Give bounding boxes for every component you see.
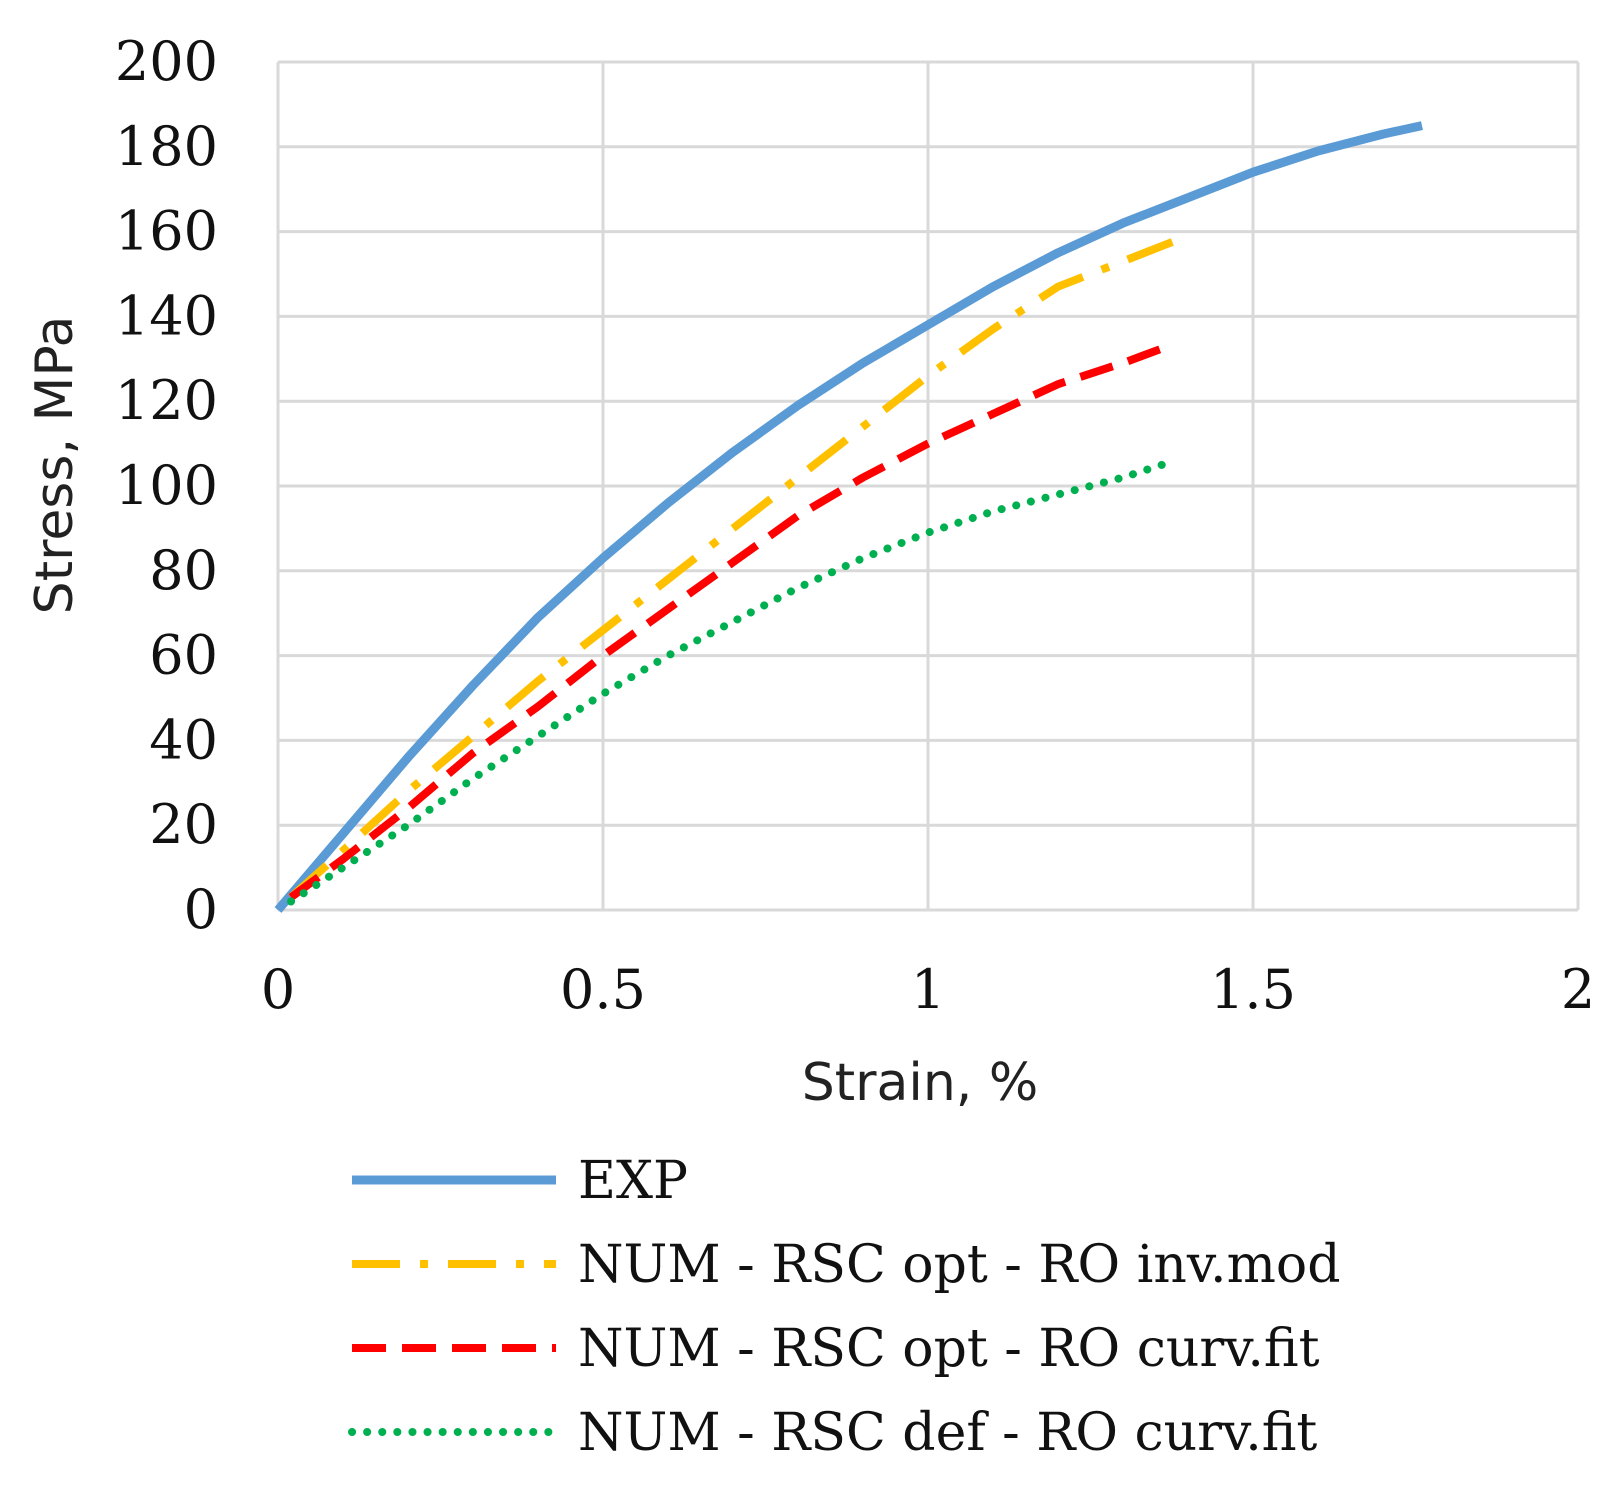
y-tick-label: 100 — [115, 454, 218, 517]
legend-label-2: NUM - RSC opt - RO curv.fit — [578, 1319, 1320, 1379]
x-tick-label: 1.5 — [1210, 958, 1296, 1021]
y-axis-ticks: 0 20 40 60 80 100 120 140 160 180 200 — [115, 30, 218, 941]
y-tick-label: 120 — [115, 369, 218, 432]
x-axis-ticks: 0 0.5 1 1.5 2 — [261, 958, 1595, 1021]
series-line-3 — [287, 460, 1166, 906]
y-tick-label: 140 — [115, 284, 218, 347]
y-tick-label: 60 — [149, 624, 218, 687]
series-line-0 — [274, 121, 1423, 913]
x-tick-label: 1 — [911, 958, 945, 1021]
x-tick-label: 2 — [1561, 958, 1595, 1021]
y-tick-label: 0 — [184, 878, 218, 941]
legend-label-0: EXP — [578, 1151, 688, 1211]
x-axis-label: Strain, % — [802, 1053, 1039, 1113]
legend-label-1: NUM - RSC opt - RO inv.mod — [578, 1235, 1340, 1295]
grid — [276, 60, 1580, 912]
series-lines — [274, 121, 1423, 913]
series-line-2 — [288, 342, 1170, 901]
legend-label-3: NUM - RSC def - RO curv.fit — [578, 1403, 1317, 1463]
x-tick-label: 0 — [261, 958, 295, 1021]
legend: EXP NUM - RSC opt - RO inv.mod NUM - RSC o… — [348, 1151, 1340, 1463]
y-axis-label: Stress, MPa — [25, 316, 85, 615]
x-tick-label: 0.5 — [560, 958, 646, 1021]
y-tick-label: 200 — [115, 30, 218, 93]
y-tick-label: 160 — [115, 200, 218, 263]
y-tick-label: 40 — [149, 708, 218, 771]
y-tick-label: 20 — [149, 793, 218, 856]
y-tick-label: 80 — [149, 539, 218, 602]
y-tick-label: 180 — [115, 115, 218, 178]
